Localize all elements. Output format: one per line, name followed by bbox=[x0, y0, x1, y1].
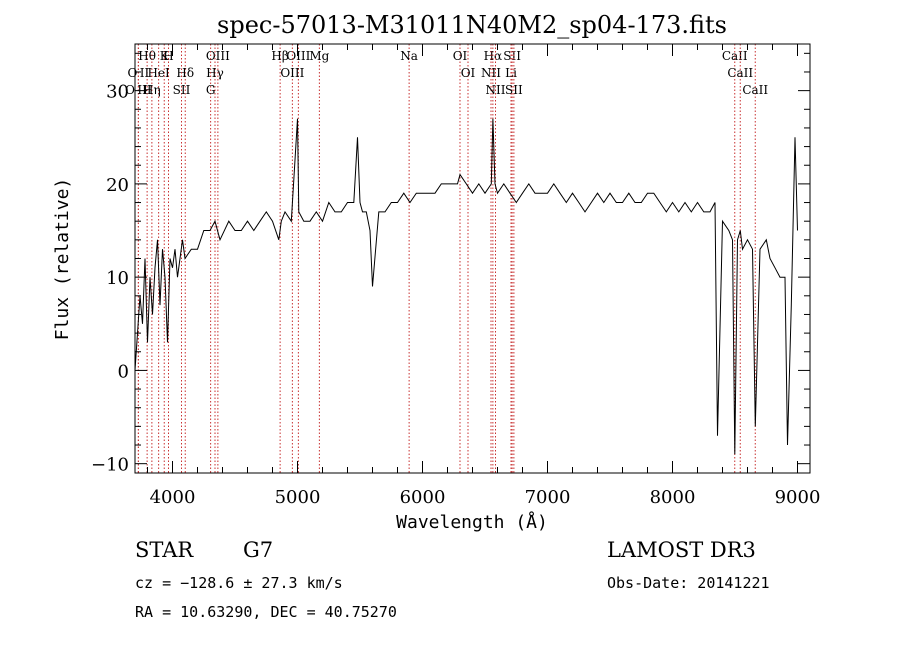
line-label-10-0: SII bbox=[503, 49, 521, 63]
flux-trace bbox=[134, 118, 798, 455]
line-label-9-2: NII bbox=[486, 83, 506, 97]
y-tick-label-3: 20 bbox=[106, 175, 129, 196]
x-tick-label-3: 7000 bbox=[525, 487, 571, 508]
line-label-11-2: CaII bbox=[742, 83, 768, 97]
line-label-3-1: Hγ bbox=[206, 66, 224, 80]
x-axis: 4000 5000 6000 7000 8000 9000 bbox=[147, 44, 821, 508]
x-tick-label-5: 9000 bbox=[775, 487, 821, 508]
line-label-6-0: Mg bbox=[309, 49, 329, 63]
redshift-velocity: cz = −128.6 ± 27.3 km/s bbox=[135, 574, 343, 592]
survey-name: LAMOST DR3 bbox=[607, 538, 756, 562]
y-tick-label-4: 30 bbox=[106, 82, 129, 103]
x-tick-label-4: 8000 bbox=[650, 487, 696, 508]
line-label-8-1: OI bbox=[461, 66, 476, 80]
line-label-0-2: O III bbox=[125, 83, 152, 97]
plot-frame bbox=[134, 43, 811, 474]
line-label-4-0: Hβ bbox=[271, 49, 288, 63]
y-tick-label-1: 0 bbox=[118, 361, 129, 382]
line-label-9-1: NII bbox=[481, 66, 501, 80]
line-label-2-1: Hδ bbox=[176, 66, 194, 80]
subclass: G7 bbox=[243, 538, 274, 562]
observation-date: Obs-Date: 20141221 bbox=[607, 574, 770, 592]
y-tick-label-0: −10 bbox=[91, 455, 129, 476]
line-label-5-1: OIII bbox=[280, 66, 304, 80]
line-label-3-2: G bbox=[206, 83, 216, 97]
chart-title: spec-57013-M31011N40M2_sp04-173.fits bbox=[217, 11, 727, 39]
x-tick-label-0: 4000 bbox=[150, 487, 196, 508]
x-tick-label-2: 6000 bbox=[400, 487, 446, 508]
line-label-3-0: OIII bbox=[206, 49, 230, 63]
line-label-10-2: SII bbox=[505, 83, 523, 97]
coordinates: RA = 10.63290, DEC = 40.75270 bbox=[135, 603, 397, 621]
y-axis-label: Flux (relative) bbox=[52, 178, 73, 341]
line-label-5-0: OIII bbox=[286, 49, 310, 63]
line-label-1-2: Hη bbox=[143, 83, 161, 97]
line-label-2-0: H bbox=[163, 49, 173, 63]
object-class: STAR bbox=[135, 538, 194, 562]
line-label-1-0: K bbox=[160, 49, 170, 63]
spectral-line-markers: HθO IIO IIIKHeIHηHHδSIIOIIIHγGHβOIIIOIII… bbox=[125, 44, 768, 473]
line-label-1-1: HeI bbox=[147, 66, 170, 80]
line-label-7-0: Na bbox=[400, 49, 418, 63]
line-label-11-0: CaII bbox=[722, 49, 748, 63]
y-axis: −10 0 10 20 30 bbox=[91, 52, 810, 476]
flux-line bbox=[134, 118, 798, 455]
line-label-0-0: Hθ bbox=[138, 49, 156, 63]
x-axis-label: Wavelength (Å) bbox=[396, 511, 548, 533]
line-label-8-0: OI bbox=[453, 49, 468, 63]
line-label-10-1: Li bbox=[505, 66, 517, 80]
y-tick-label-2: 10 bbox=[106, 268, 129, 289]
line-label-2-2: SII bbox=[173, 83, 191, 97]
line-label-11-1: CaII bbox=[727, 66, 753, 80]
line-label-9-0: Hα bbox=[484, 49, 503, 63]
x-tick-label-1: 5000 bbox=[275, 487, 321, 508]
